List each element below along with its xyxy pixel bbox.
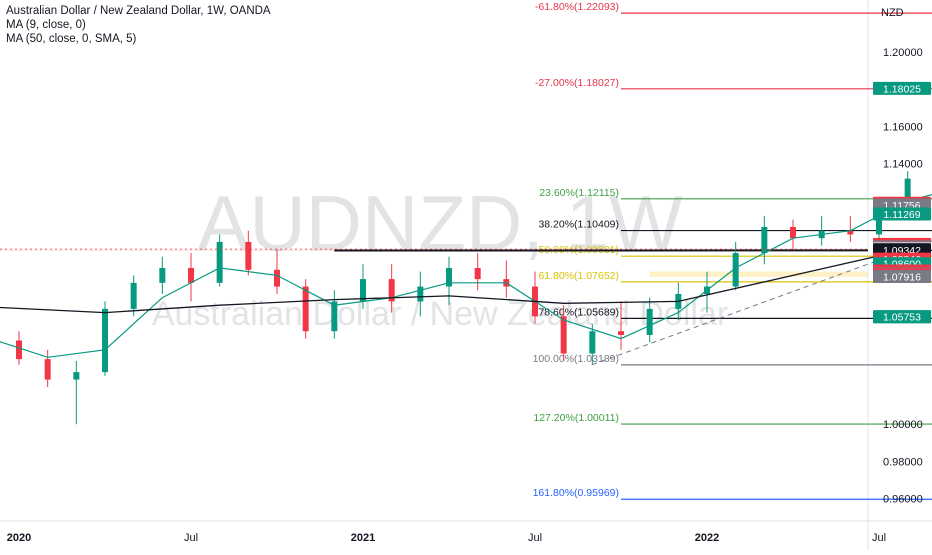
y-tick-label: 1.16000 — [883, 122, 923, 134]
candle-body — [73, 372, 79, 379]
currency-label: NZD — [881, 7, 904, 19]
y-tick-label: 1.14000 — [883, 159, 923, 171]
y-tick-label: 1.00000 — [883, 419, 923, 431]
y-tick-label: 0.98000 — [883, 456, 923, 468]
candle-body — [475, 268, 481, 279]
fib-level-label: 61.80%(1.07652) — [538, 270, 619, 282]
fib-level-label: 127.20%(1.00011) — [533, 412, 619, 424]
candle-body — [159, 268, 165, 283]
chart-legend: Australian Dollar / New Zealand Dollar, … — [6, 4, 271, 46]
candle-body — [303, 287, 309, 332]
x-tick-label: 2022 — [695, 532, 719, 544]
x-tick-label: 2020 — [7, 532, 31, 544]
indicator-ma9: MA (9, close, 0) — [6, 18, 271, 32]
candle-body — [102, 309, 108, 372]
x-tick-label: Jul — [528, 532, 542, 544]
y-tick-label: 1.20000 — [883, 47, 923, 59]
x-tick-label: Jul — [872, 532, 886, 544]
chart-title: Australian Dollar / New Zealand Dollar, … — [6, 4, 271, 18]
y-tick-label: 0.96000 — [883, 494, 923, 506]
fib-level-label: 78.60%(1.05689) — [538, 306, 619, 318]
candle-body — [417, 287, 423, 302]
candle-body — [188, 268, 194, 283]
fib-level-label: -61.80%(1.22093) — [535, 1, 619, 13]
price-label: 1.07916 — [883, 271, 921, 283]
fib-level-label: 100.00%(1.03189) — [533, 353, 619, 365]
fib-level-label: -27.00%(1.18027) — [535, 77, 619, 89]
x-tick-label: 2021 — [351, 532, 375, 544]
candle-body — [618, 331, 624, 335]
candle-body — [561, 316, 567, 353]
indicator-ma50: MA (50, close, 0, SMA, 5) — [6, 32, 271, 46]
candle-body — [245, 242, 251, 270]
price-label: 1.18025 — [883, 83, 921, 95]
candle-body — [45, 359, 51, 379]
fib-level-label: 23.60%(1.12115) — [539, 187, 619, 199]
candle-body — [131, 283, 137, 309]
candle-body — [589, 331, 595, 353]
candle-body — [790, 227, 796, 238]
candle-body — [647, 309, 653, 335]
candle-body — [16, 341, 22, 360]
candle-body — [274, 270, 280, 287]
price-label: 1.05753 — [883, 312, 921, 324]
watermark-name: Australian Dollar / New Zealand Dollar — [152, 295, 728, 333]
candle-body — [217, 242, 223, 283]
candle-body — [331, 301, 337, 331]
demand-zone — [650, 272, 868, 277]
x-tick-label: Jul — [184, 532, 198, 544]
fib-level-label: 161.80%(0.95969) — [533, 487, 619, 499]
fib-level-label: 38.20%(1.10409) — [538, 219, 619, 231]
price-label: 1.11269 — [883, 209, 920, 221]
